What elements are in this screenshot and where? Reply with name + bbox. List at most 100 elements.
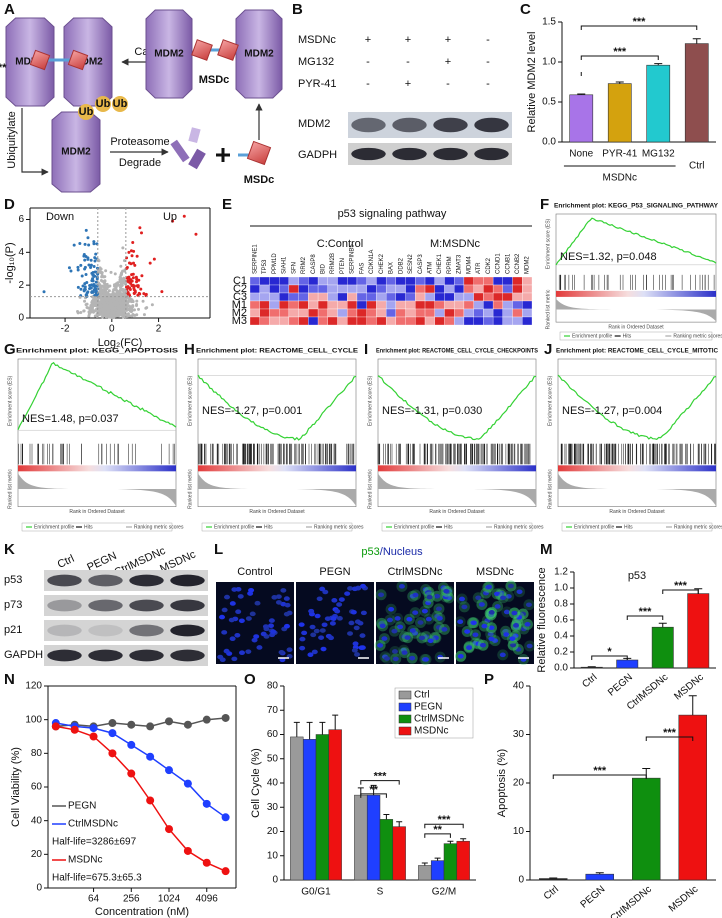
x-tick-label: G2/M <box>432 887 456 898</box>
heatmap-cell <box>434 292 445 302</box>
nucleus <box>283 596 290 601</box>
y-tick-label: 0.6 <box>554 615 568 626</box>
axis-label: Rank in Ordered Dataset <box>608 324 664 330</box>
point <box>128 288 132 292</box>
point <box>111 290 115 294</box>
point <box>104 293 108 297</box>
heatmap-cell <box>492 292 503 302</box>
nucleus <box>280 588 287 593</box>
point <box>80 274 84 278</box>
significance-bracket <box>580 25 698 30</box>
heatmap-cell <box>512 284 523 294</box>
hits <box>18 443 175 465</box>
band <box>433 117 468 133</box>
nucleus <box>313 628 320 634</box>
nucleus <box>262 624 269 629</box>
y-tick-label: 0 <box>518 875 524 886</box>
legend-label: PEGN <box>68 801 96 812</box>
data-point <box>165 825 174 834</box>
nucleus <box>379 623 386 629</box>
nucleus <box>377 643 384 648</box>
point <box>135 313 139 317</box>
point <box>93 270 97 274</box>
nucleus <box>329 621 336 626</box>
heatmap-legend: C:Control <box>317 238 363 250</box>
point <box>126 276 130 280</box>
heatmap-cell <box>424 284 435 294</box>
point <box>140 274 144 278</box>
nucleus <box>219 614 226 620</box>
point <box>112 293 116 297</box>
band <box>170 649 205 662</box>
band <box>129 624 164 637</box>
gene-label: MDM4 <box>466 256 472 274</box>
heatmap-cell <box>356 300 367 310</box>
axis-label: Ranked list metric <box>547 469 553 509</box>
significance-bracket <box>580 55 659 60</box>
point <box>76 268 80 272</box>
sample-label: C3 <box>233 291 247 303</box>
heatmap-cell <box>347 284 358 294</box>
nucleus <box>299 636 306 642</box>
heatmap-cell <box>259 276 270 286</box>
band <box>47 574 82 587</box>
msdc-cube <box>29 49 51 71</box>
significance-label: * <box>607 646 612 658</box>
significance-bracket <box>662 589 699 594</box>
band <box>170 599 205 612</box>
data-point <box>89 724 98 733</box>
point <box>142 292 146 296</box>
data-point <box>183 720 192 729</box>
heatmap-cell <box>269 316 280 326</box>
nucleus <box>245 616 252 621</box>
legend-label: CtrlMSDNc <box>68 819 118 830</box>
point <box>101 313 105 317</box>
point <box>135 299 139 303</box>
heatmap-cell <box>463 284 474 294</box>
bar <box>430 860 445 881</box>
nucleus <box>268 618 275 623</box>
nucleus <box>391 628 398 634</box>
heatmap-cell <box>376 284 387 294</box>
nucleus <box>488 636 495 642</box>
nucleus <box>321 622 328 628</box>
nucleus <box>229 636 236 641</box>
data-point <box>108 729 117 738</box>
y-axis-label: -log₁₀(P) <box>4 242 16 283</box>
data-point <box>221 867 230 876</box>
y-tick-label: 0.2 <box>554 647 568 658</box>
heatmap-cell <box>308 300 319 310</box>
band <box>392 117 427 133</box>
point <box>93 259 97 263</box>
point <box>90 295 94 299</box>
nucleus <box>254 600 261 606</box>
x-tick-label: -2 <box>61 324 70 335</box>
y-tick-label: 20 <box>31 849 43 860</box>
step-label: Degrade <box>119 157 161 169</box>
bar <box>646 64 671 143</box>
x-tick-label: 0 <box>109 324 115 335</box>
nucleus <box>283 623 290 629</box>
sign: + <box>445 56 451 68</box>
nucleus <box>441 627 448 632</box>
y-tick-label: 60 <box>267 729 279 740</box>
fragment <box>188 127 201 144</box>
heatmap-cell <box>269 292 280 302</box>
heatmap-cell <box>279 276 290 286</box>
heatmap-cell <box>298 300 309 310</box>
nucleus <box>351 648 358 653</box>
nucleus <box>525 602 532 608</box>
nucleus <box>231 656 238 662</box>
mdm2-protein <box>145 9 193 99</box>
point <box>152 257 156 261</box>
heatmap-cell <box>434 284 445 294</box>
nucleus <box>283 611 290 617</box>
legend-label: Hits <box>624 524 633 530</box>
heatmap-cell <box>279 292 290 302</box>
nucleus <box>314 613 321 619</box>
data-point <box>146 722 155 731</box>
sample-label: M1 <box>232 299 247 311</box>
x-tick-label: PEGN <box>579 884 608 911</box>
fit-line <box>55 717 226 728</box>
legend-box <box>381 522 533 532</box>
